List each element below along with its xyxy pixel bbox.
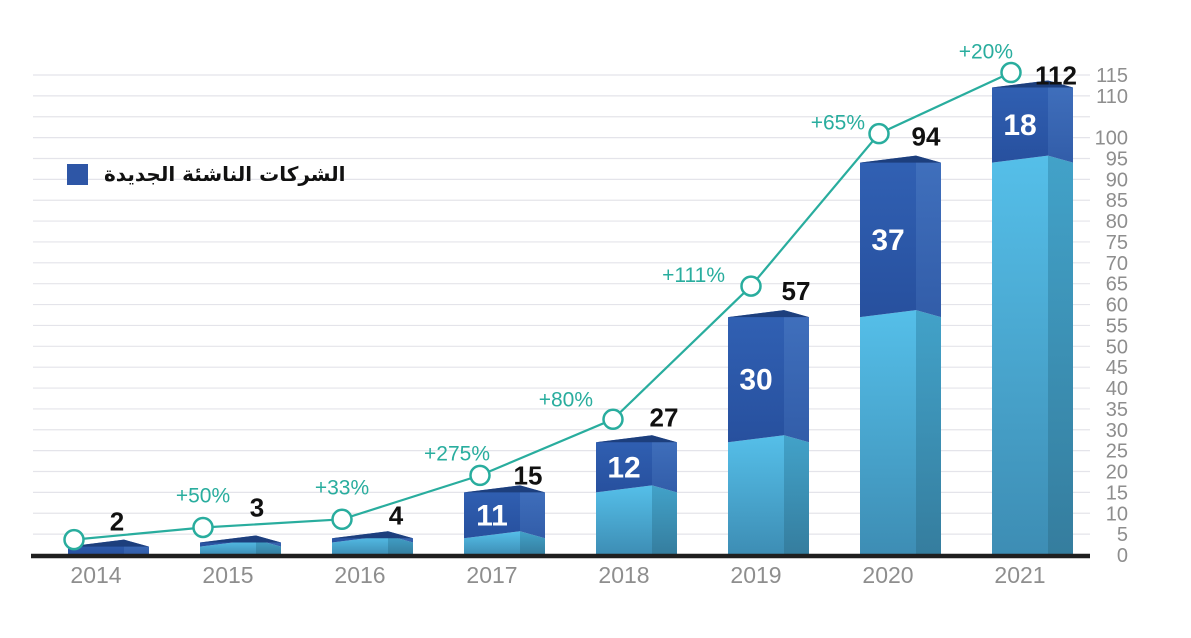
bar-top-face [464, 485, 545, 493]
x-axis-year-label: 2018 [598, 562, 649, 588]
y-axis-tick-label: 65 [1106, 274, 1128, 296]
y-axis-tick-label: 60 [1106, 295, 1128, 317]
y-axis-tick-label: 70 [1106, 253, 1128, 275]
y-axis-tick-label: 10 [1106, 503, 1128, 525]
x-axis-year-label: 2019 [730, 562, 781, 588]
bar-existing-front [464, 531, 520, 555]
y-axis-tick-label: 50 [1106, 336, 1128, 358]
bar-existing-side [784, 435, 809, 555]
growth-marker [469, 464, 491, 487]
growth-marker [331, 508, 353, 531]
bar-total-label: 15 [514, 460, 543, 490]
legend-color-swatch [67, 163, 88, 185]
bar-total-label: 57 [782, 276, 811, 306]
y-axis-tick-label: 20 [1106, 462, 1128, 484]
y-axis-tick-label: 45 [1106, 357, 1128, 379]
bar-top-face [728, 310, 809, 318]
bar-new-front [860, 155, 916, 318]
bar-top-face [992, 80, 1073, 88]
bar-existing-front [596, 485, 652, 555]
bar-top-face [68, 539, 149, 547]
bar-top-face [200, 535, 281, 543]
bar-existing-front [332, 535, 388, 555]
x-axis-year-label: 2016 [334, 562, 385, 588]
y-axis-tick-label: 85 [1106, 190, 1128, 212]
x-axis-year-label: 2015 [202, 562, 253, 588]
y-axis-tick-label: 115 [1096, 65, 1128, 87]
bar-new-side [520, 485, 545, 539]
bar-new-side [784, 310, 809, 443]
bar-existing-side [388, 535, 413, 555]
growth-marker [602, 408, 624, 431]
bar-new-side [916, 155, 941, 318]
y-axis-tick-label: 35 [1106, 399, 1128, 421]
y-axis-tick-label: 95 [1106, 148, 1128, 170]
y-axis-tick-label: 5 [1117, 524, 1128, 546]
bar-existing-side [1048, 155, 1073, 556]
growth-line [73, 71, 1012, 541]
growth-percent-label: +65% [811, 112, 865, 135]
growth-marker [1000, 61, 1022, 84]
legend: الشركات الناشئة الجديدة [67, 162, 346, 186]
bar-total-label: 27 [650, 402, 679, 432]
bar-new-front [596, 435, 652, 493]
bar-existing-front [992, 155, 1048, 556]
bar-total-label: 112 [1035, 61, 1077, 91]
bar-total-label: 2 [110, 507, 124, 537]
bar-existing-side [520, 531, 545, 555]
growth-marker [868, 122, 890, 145]
growth-marker [63, 528, 85, 551]
bar-new-side [1048, 80, 1073, 163]
y-axis-tick-label: 80 [1106, 211, 1128, 233]
y-axis-tick-label: 15 [1106, 482, 1128, 504]
bar-new-side [652, 435, 677, 493]
y-axis-tick-label: 55 [1106, 315, 1128, 337]
bar-existing-side [652, 485, 677, 555]
bar-total-label: 94 [912, 122, 941, 152]
bar-existing-side [256, 539, 281, 555]
y-axis-tick-label: 30 [1106, 420, 1128, 442]
bar-new-value-label: 18 [1003, 109, 1036, 142]
y-axis-tick-label: 90 [1106, 169, 1128, 191]
x-axis-year-label: 2014 [70, 562, 121, 588]
bar-new-front [464, 485, 520, 539]
y-axis-tick-label: 25 [1106, 441, 1128, 463]
bar-new-value-label: 11 [476, 499, 508, 532]
bar-existing-side [916, 310, 941, 555]
growth-percent-label: +33% [315, 476, 369, 499]
growth-percent-label: +111% [662, 264, 725, 287]
growth-percent-label: +50% [176, 484, 230, 507]
bar-new-value-label: 37 [871, 224, 904, 257]
y-axis-tick-label: 0 [1117, 545, 1128, 567]
bar-existing-front [200, 539, 256, 555]
y-axis-tick-label: 100 [1095, 128, 1128, 150]
bar-new-value-label: 12 [607, 451, 640, 484]
bar-existing-front [860, 310, 916, 555]
growth-percent-label: +275% [424, 442, 490, 465]
x-axis-year-label: 2020 [862, 562, 913, 588]
legend-label: الشركات الناشئة الجديدة [104, 162, 346, 186]
bar-top-face [860, 155, 941, 163]
y-axis-tick-label: 110 [1096, 86, 1128, 108]
bar-new-value-label: 30 [739, 364, 772, 397]
growth-marker [192, 516, 214, 539]
growth-percent-label: +80% [539, 388, 593, 411]
bar-top-face [332, 531, 413, 539]
bar-top-face [596, 435, 677, 443]
x-axis-year-label: 2021 [994, 562, 1045, 588]
bar-new-front [728, 310, 784, 443]
bar-new-front [992, 80, 1048, 163]
growth-percent-label: +20% [959, 41, 1013, 64]
x-axis-year-label: 2017 [466, 562, 517, 588]
bar-existing-front [728, 435, 784, 555]
y-axis-tick-label: 40 [1106, 378, 1128, 400]
bar-total-label: 3 [250, 492, 264, 522]
y-axis-tick-label: 75 [1106, 232, 1128, 254]
bar-total-label: 4 [389, 500, 404, 530]
growth-marker [740, 275, 762, 297]
